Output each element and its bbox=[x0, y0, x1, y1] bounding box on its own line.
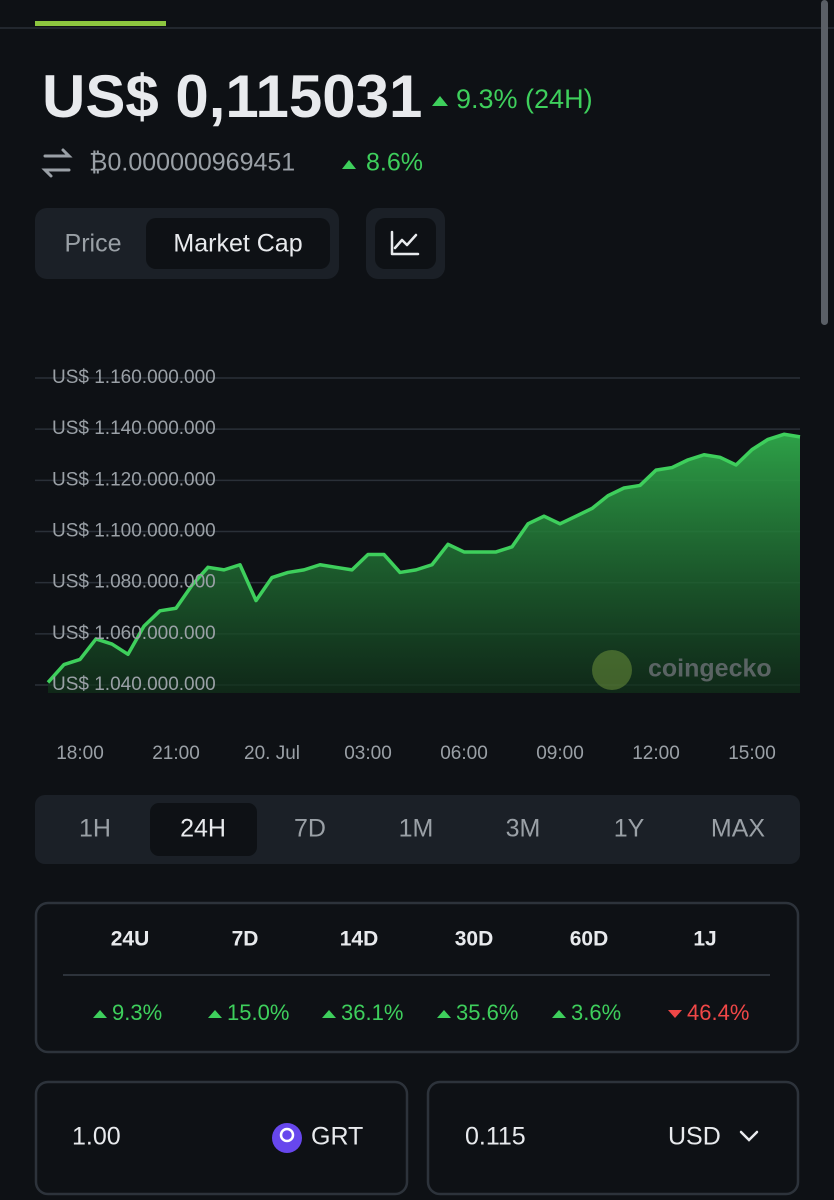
toggle-price[interactable]: Price bbox=[65, 230, 122, 258]
range-option[interactable]: 1M bbox=[399, 815, 434, 843]
period-label: 30D bbox=[455, 928, 494, 951]
x-tick-label: 15:00 bbox=[728, 743, 776, 764]
active-tab-indicator bbox=[35, 21, 166, 26]
range-option[interactable]: 1Y bbox=[614, 815, 645, 843]
x-tick-label: 20. Jul bbox=[244, 743, 300, 764]
y-tick-label: US$ 1.040.000.000 bbox=[52, 674, 216, 695]
token: GRT bbox=[311, 1123, 363, 1151]
y-tick-label: US$ 1.160.000.000 bbox=[52, 367, 216, 388]
performance-table: 24U 9.3% 7D 15.0% 14D 36.1% 30D 35.6% 60D 3.6% 1J 4… bbox=[93, 928, 749, 1025]
up-arrow bbox=[437, 1010, 451, 1018]
result: 0.115 bbox=[465, 1123, 526, 1151]
price-change: 9.3% (24H) bbox=[456, 84, 593, 114]
toggle-selected bbox=[146, 218, 330, 269]
period-label: 1J bbox=[693, 928, 716, 951]
token-icon bbox=[272, 1123, 302, 1153]
up-arrow bbox=[322, 1010, 336, 1018]
line bbox=[46, 432, 801, 684]
up-arrow bbox=[342, 160, 356, 169]
period-label: 7D bbox=[232, 928, 259, 951]
range-option[interactable]: 7D bbox=[294, 815, 326, 843]
period-change: 9.3% bbox=[112, 1000, 162, 1025]
chart: US$ 1.040.000.000 US$ 1.060.000.000 US$ 1.… bbox=[35, 367, 801, 764]
x-tick-label: 06:00 bbox=[440, 743, 488, 764]
x-tick-label: 18:00 bbox=[56, 743, 104, 764]
x-tick-label: 09:00 bbox=[536, 743, 584, 764]
x-tick-label: 21:00 bbox=[152, 743, 200, 764]
price: US$ 0,115031 bbox=[42, 63, 422, 130]
token-icon-glyph bbox=[279, 1127, 295, 1143]
range-option[interactable]: MAX bbox=[711, 815, 766, 843]
watermark: coingecko bbox=[648, 655, 772, 683]
btc-change: 8.6% bbox=[366, 149, 423, 177]
currency[interactable]: USD bbox=[668, 1123, 721, 1151]
swap-icon bbox=[41, 148, 73, 178]
period-change: 3.6% bbox=[571, 1000, 621, 1025]
period-change: 35.6% bbox=[456, 1000, 518, 1025]
toggle-market-cap[interactable]: Market Cap bbox=[173, 230, 302, 258]
performance-box bbox=[34, 901, 800, 1054]
period-label: 14D bbox=[340, 928, 379, 951]
up-arrow bbox=[208, 1010, 222, 1018]
y-tick-label: US$ 1.100.000.000 bbox=[52, 521, 216, 542]
up-arrow bbox=[552, 1010, 566, 1018]
btc-price: ₿0.000000969451 bbox=[89, 149, 295, 177]
watermark-logo bbox=[592, 650, 632, 690]
range-options: 1H 24H 7D 1M 3M 1Y MAX bbox=[79, 815, 765, 843]
period-label: 24U bbox=[111, 928, 150, 951]
y-tick-label: US$ 1.080.000.000 bbox=[52, 572, 216, 593]
amount-input[interactable] bbox=[34, 1080, 409, 1196]
range-option[interactable]: 24H bbox=[180, 815, 226, 843]
line-chart-icon bbox=[390, 230, 420, 256]
x-tick-label: 12:00 bbox=[632, 743, 680, 764]
period-change: 15.0% bbox=[227, 1000, 289, 1025]
result-input[interactable] bbox=[426, 1080, 800, 1196]
period-change: 36.1% bbox=[341, 1000, 403, 1025]
area-fill bbox=[48, 434, 800, 693]
period-label: 60D bbox=[570, 928, 609, 951]
up-arrow bbox=[432, 96, 448, 106]
y-tick-label: US$ 1.060.000.000 bbox=[52, 623, 216, 644]
down-arrow bbox=[668, 1010, 682, 1018]
period-change: 46.4% bbox=[687, 1000, 749, 1025]
range-selected bbox=[150, 803, 257, 856]
scrollbar bbox=[821, 0, 828, 325]
range-option[interactable]: 1H bbox=[79, 815, 111, 843]
dropdown-chevron bbox=[739, 1130, 759, 1142]
range-option[interactable]: 3M bbox=[506, 815, 541, 843]
up-arrow bbox=[93, 1010, 107, 1018]
amount: 1.00 bbox=[72, 1123, 121, 1151]
x-tick-label: 03:00 bbox=[344, 743, 392, 764]
y-tick-label: US$ 1.140.000.000 bbox=[52, 418, 216, 439]
y-tick-label: US$ 1.120.000.000 bbox=[52, 469, 216, 490]
